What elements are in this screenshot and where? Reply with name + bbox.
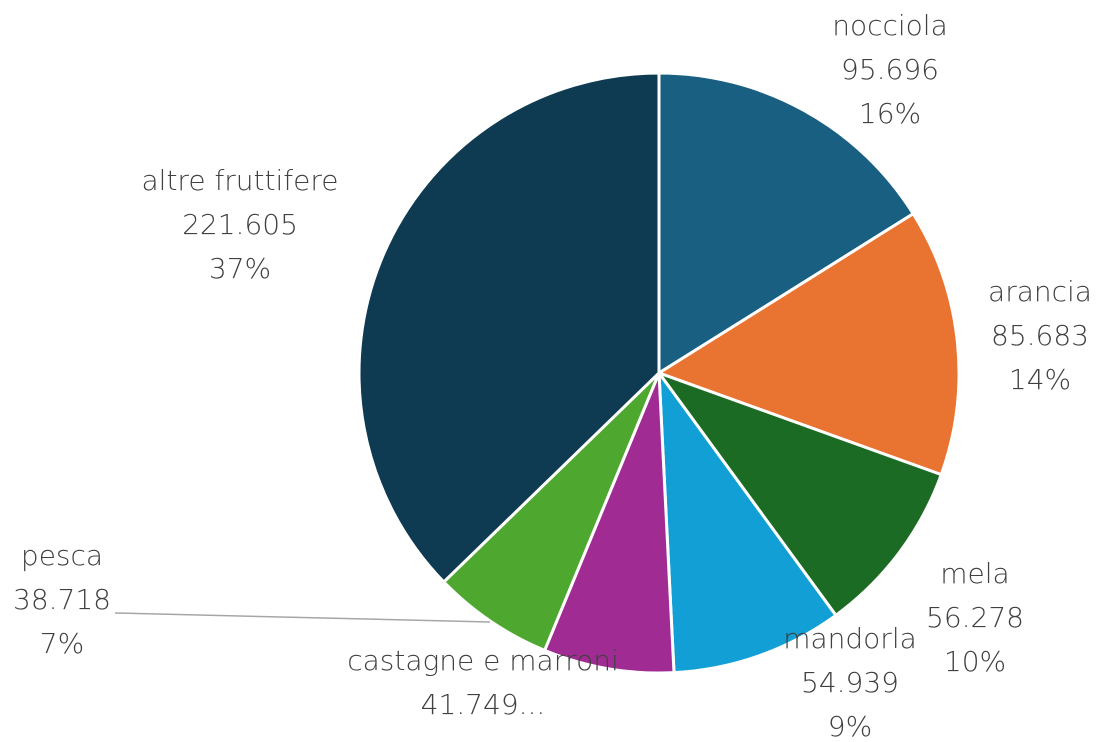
slice-label-percent: 9% [828,710,872,742]
pie-slice [654,369,944,618]
slice-label-value: 221.605 [182,208,298,241]
slice-label-value: 41.749... [421,688,546,721]
slice-label-value: 38.718 [13,583,111,616]
slice-label-percent: 14% [1009,363,1071,396]
slice-label-percent: 37% [209,252,271,285]
pie-slice [441,371,661,653]
slice-label-name: nocciola [832,9,948,42]
slice-label-name: altre fruttifere [142,164,339,197]
slice-label-name: mandorla [783,622,917,655]
slice-label-value: 95.696 [841,53,939,86]
slice-label-name: arancia [988,275,1092,308]
slice-label-name: castagne e marroni [347,644,619,677]
slice-label-value: 54.939 [801,666,899,699]
slice-label-percent: 16% [859,97,921,130]
slice-label-value: 56.278 [926,601,1024,634]
leader-line [114,612,491,623]
slice-label-percent: 7% [40,627,84,660]
pie-slice [542,372,676,675]
pie-slice [657,71,916,376]
pie-slice [357,71,661,585]
slice-label-name: pesca [21,539,103,572]
slice-label-value: 85.683 [991,319,1089,352]
slice-label-name: mela [940,557,1009,590]
pie-slice [657,368,838,675]
slice-label-percent: 10% [944,645,1006,678]
pie-slice [655,211,961,477]
